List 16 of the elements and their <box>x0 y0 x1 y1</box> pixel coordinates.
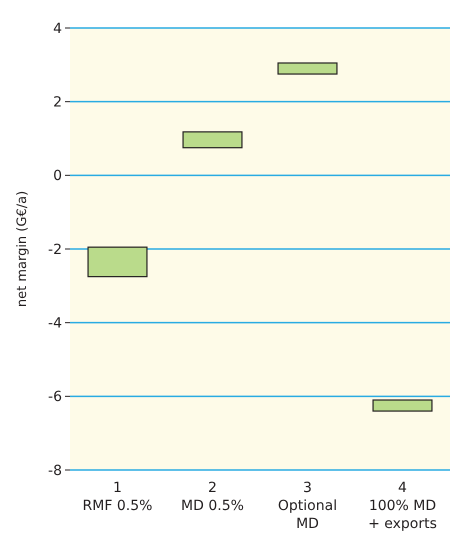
bar <box>182 131 243 148</box>
y-tick-label: -2 <box>48 242 62 258</box>
y-tick-label: -8 <box>48 462 62 479</box>
x-tick-label: 2 MD 0.5% <box>181 480 244 514</box>
y-tick-label: -4 <box>48 316 62 332</box>
y-tick-label: 2 <box>53 94 62 111</box>
y-axis-title: net margin (G€/a) <box>15 190 30 308</box>
bar <box>372 399 433 412</box>
bar <box>87 246 148 278</box>
x-tick-label: 4 100% MD + exports <box>368 480 437 532</box>
bar <box>277 62 338 75</box>
y-tick-label: 4 <box>53 20 62 37</box>
y-tick-label: -6 <box>48 389 62 406</box>
x-tick-label: 3 Optional MD <box>278 480 338 532</box>
y-tick-label: 0 <box>53 168 62 184</box>
x-tick-label: 1 RMF 0.5% <box>82 480 152 514</box>
